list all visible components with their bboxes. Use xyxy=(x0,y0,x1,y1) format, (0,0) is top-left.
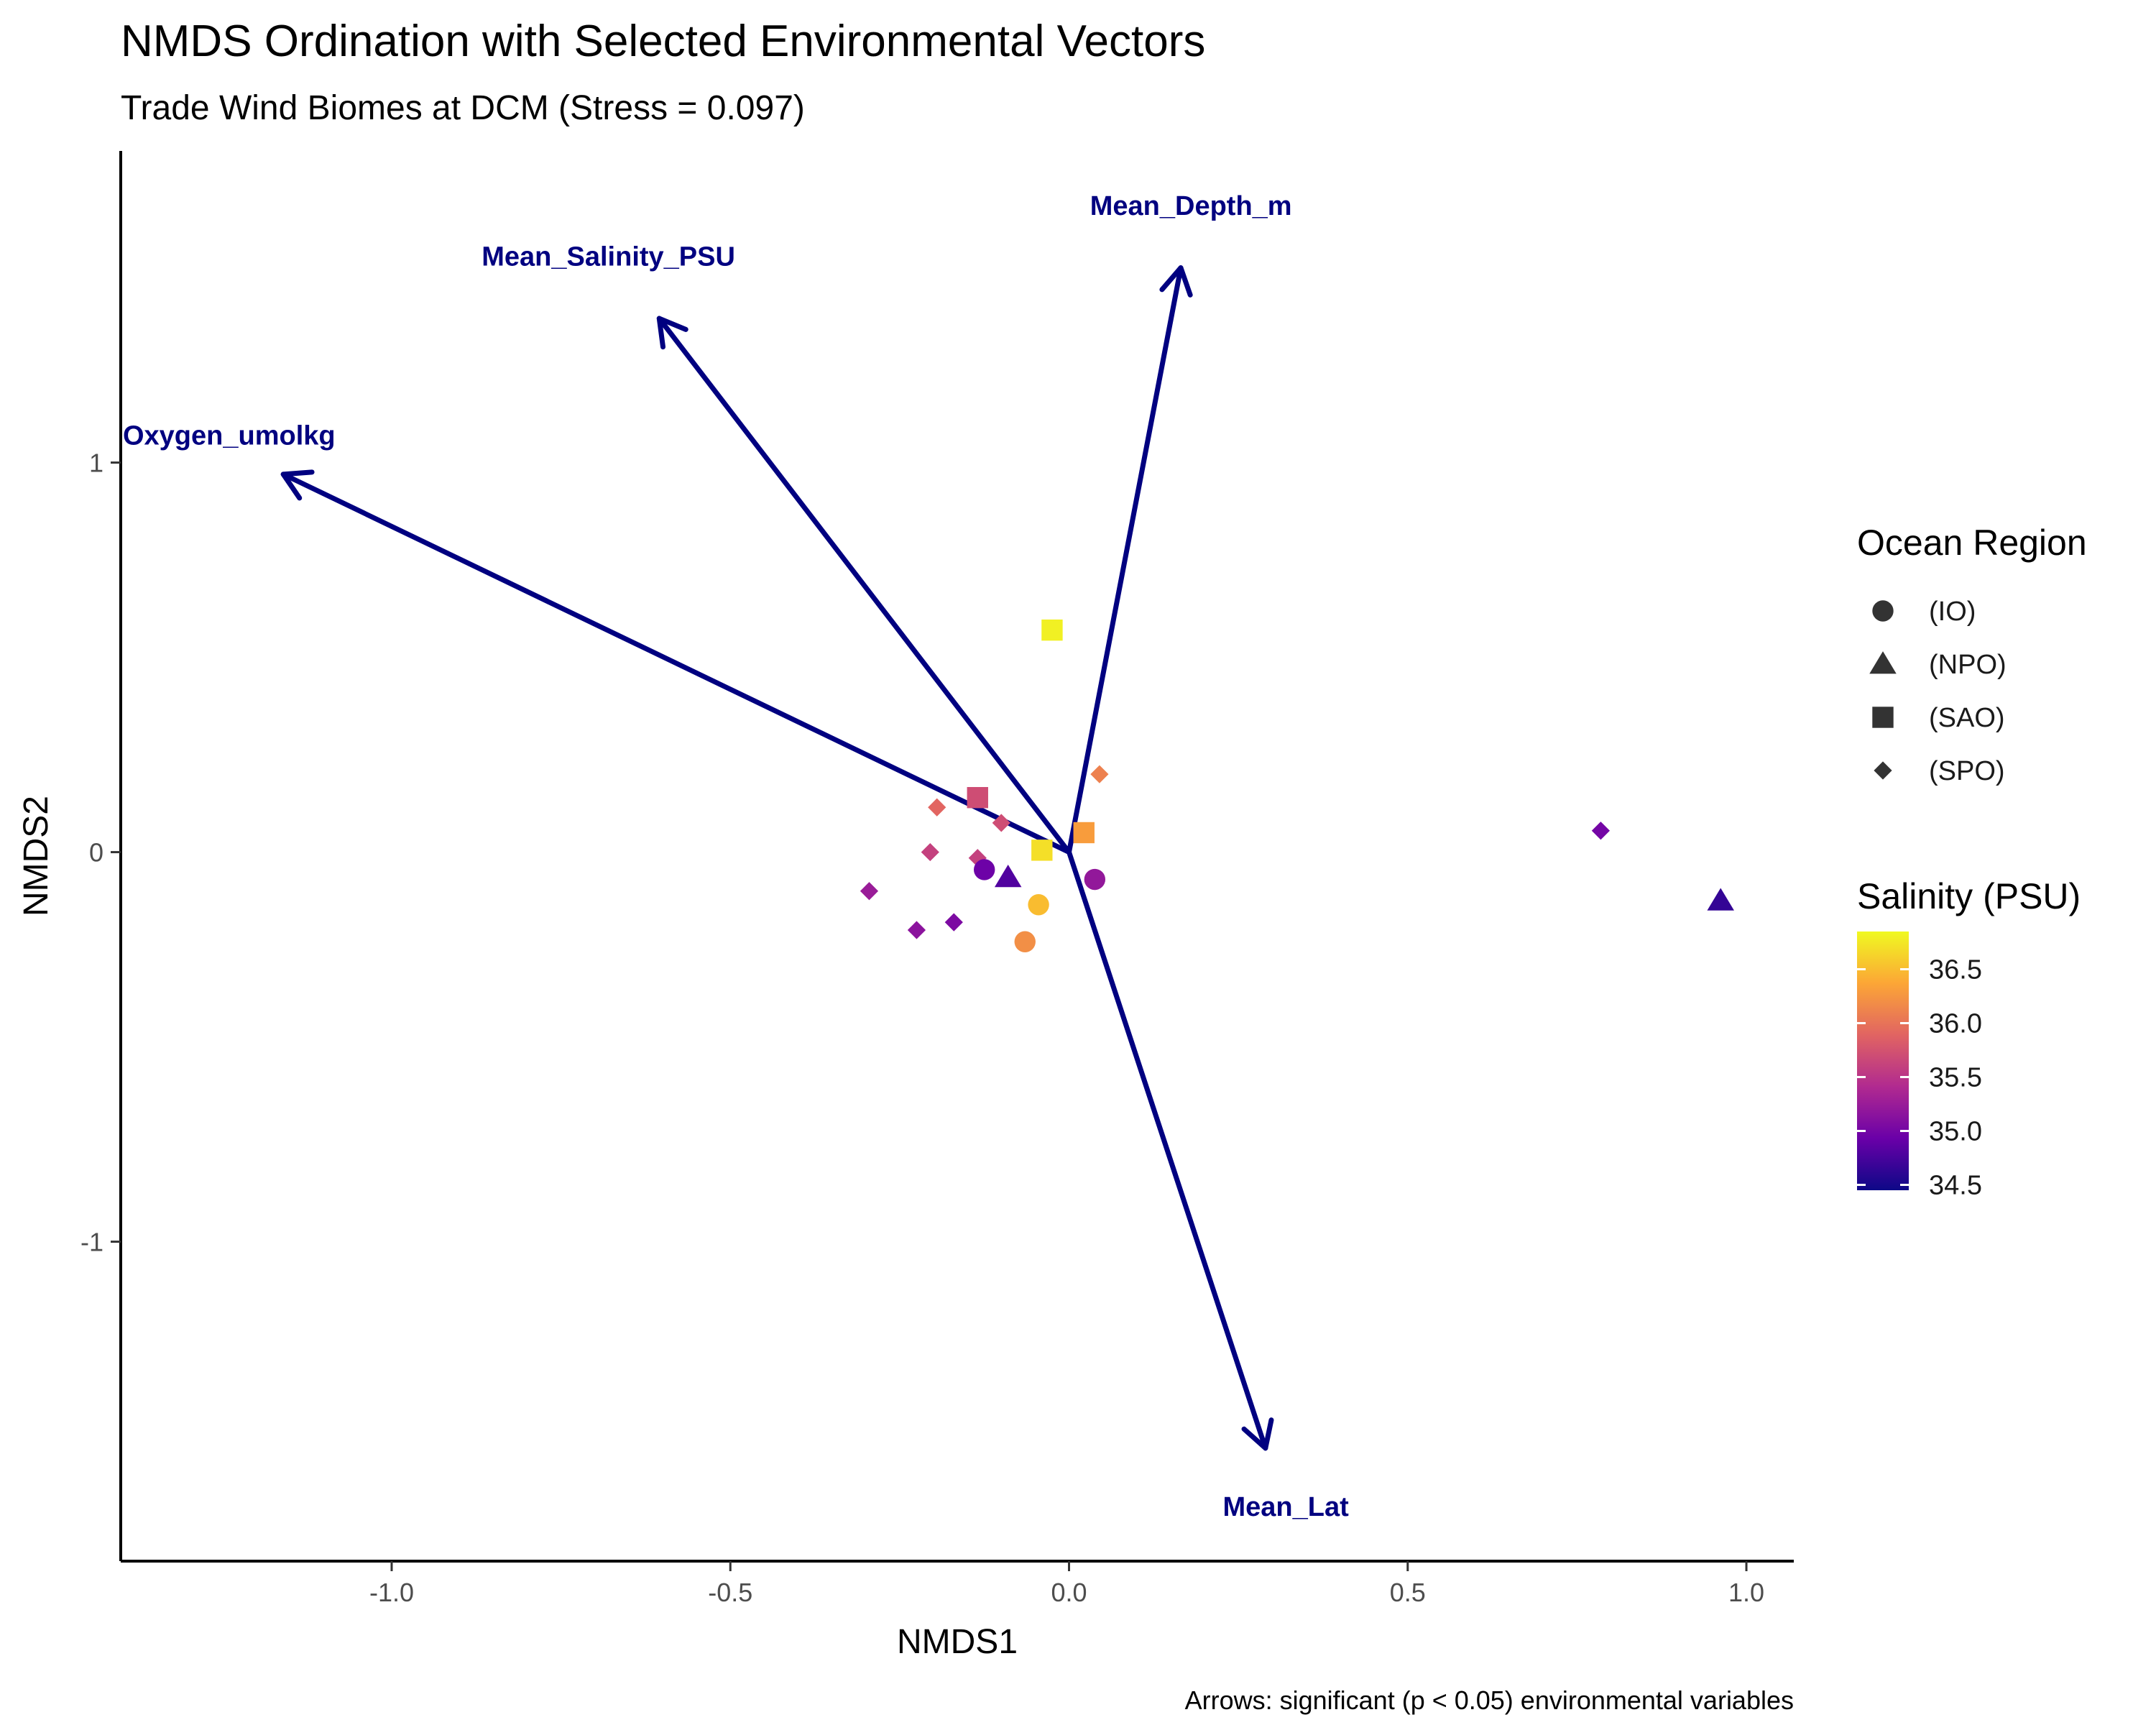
vector-arrow xyxy=(1067,265,1184,855)
vector-label: Oxygen_umolkg xyxy=(123,421,336,451)
chart-subtitle: Trade Wind Biomes at DCM (Stress = 0.097… xyxy=(121,89,805,127)
vector-arrowhead xyxy=(656,316,688,350)
data-point xyxy=(1028,894,1049,916)
data-point xyxy=(928,798,946,816)
data-point xyxy=(994,864,1022,888)
vector-label: Mean_Salinity_PSU xyxy=(482,242,735,272)
legend-shape-label: (IO) xyxy=(1929,597,1976,627)
environmental-vectors: Mean_Depth_m Mean_Salinity_PSU Oxygen_umol… xyxy=(123,191,1349,1522)
data-point xyxy=(907,921,926,939)
data-point xyxy=(1014,931,1036,952)
x-tick-label: 0.0 xyxy=(1051,1578,1087,1607)
y-tick-label: -1 xyxy=(80,1228,103,1257)
vector-arrow xyxy=(280,472,1072,855)
colorbar xyxy=(1857,932,1909,1190)
data-point xyxy=(1041,619,1063,641)
colorbar-tick-label: 35.0 xyxy=(1929,1117,1982,1147)
data-point xyxy=(974,859,995,880)
x-tick-label: -0.5 xyxy=(708,1578,752,1607)
vector-arrowhead xyxy=(280,469,315,501)
vector-arrow xyxy=(656,316,1072,855)
data-point xyxy=(967,787,988,809)
legend-shape-title: Ocean Region xyxy=(1857,523,2087,563)
vector-label: Mean_Lat xyxy=(1222,1492,1349,1522)
vector-arrowhead xyxy=(1241,1417,1274,1451)
data-point xyxy=(944,913,963,932)
legend-shape-label: (SAO) xyxy=(1929,703,2005,733)
vector-label: Mean_Depth_m xyxy=(1090,191,1292,221)
chart-title: NMDS Ordination with Selected Environmen… xyxy=(121,17,1205,66)
legend-shape-label: (NPO) xyxy=(1929,650,2007,680)
y-tick-label: 1 xyxy=(89,448,103,478)
colorbar-tick-label: 35.5 xyxy=(1929,1063,1982,1093)
x-axis-title: NMDS1 xyxy=(897,1623,1018,1661)
data-point xyxy=(1031,840,1053,861)
ordination-points xyxy=(860,619,1734,952)
x-tick-label: 0.5 xyxy=(1390,1578,1426,1607)
legend-diamond-icon xyxy=(1874,761,1892,780)
y-axis-title: NMDS2 xyxy=(17,796,55,916)
colorbar-tick-label: 34.5 xyxy=(1929,1171,1982,1201)
legend-color-title: Salinity (PSU) xyxy=(1857,876,2081,916)
data-point xyxy=(1591,822,1610,840)
legend-shape-label: (SPO) xyxy=(1929,756,2005,786)
y-axis-ticks: -1 0 1 xyxy=(80,448,121,1257)
data-point xyxy=(1084,868,1106,891)
data-point xyxy=(860,882,879,901)
vector-arrowhead xyxy=(1159,265,1193,298)
legend-salinity: Salinity (PSU) 36.5 36.0 35.5 35.0 34.5 xyxy=(1857,876,2081,1201)
colorbar-tick-label: 36.0 xyxy=(1929,1009,1982,1039)
legend-ocean-region: Ocean Region (IO) (NPO) (SAO) (SPO) xyxy=(1857,523,2087,786)
x-axis-ticks: -1.0 -0.5 0.0 0.5 1.0 xyxy=(369,1561,1764,1607)
data-point xyxy=(921,842,939,862)
colorbar-tick-label: 36.5 xyxy=(1929,955,1982,985)
x-tick-label: 1.0 xyxy=(1728,1578,1764,1607)
legend-circle-icon xyxy=(1872,600,1894,622)
data-point xyxy=(992,814,1010,832)
x-tick-label: -1.0 xyxy=(369,1578,414,1607)
data-point xyxy=(1707,888,1734,911)
vector-arrow xyxy=(1067,850,1268,1451)
chart-caption: Arrows: significant (p < 0.05) environme… xyxy=(1185,1685,1794,1715)
data-point xyxy=(1073,822,1095,844)
y-tick-label: 0 xyxy=(89,838,103,868)
legend-square-icon xyxy=(1872,707,1894,728)
data-point xyxy=(1090,765,1109,783)
plot-area: -1.0 -0.5 0.0 0.5 1.0 -101 Mean_Depth_mMean_… xyxy=(80,151,1794,1607)
legend-triangle-icon xyxy=(1869,651,1897,674)
